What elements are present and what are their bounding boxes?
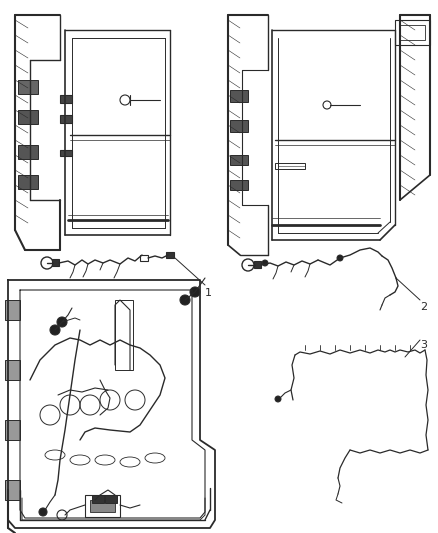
Bar: [52, 259, 59, 266]
Bar: [60, 150, 72, 156]
Bar: [105, 495, 117, 503]
Bar: [5, 420, 20, 440]
Circle shape: [262, 260, 268, 266]
Circle shape: [190, 287, 200, 297]
Bar: [90, 500, 115, 512]
Bar: [230, 180, 248, 190]
Bar: [18, 110, 38, 124]
Bar: [400, 25, 425, 40]
Bar: [230, 155, 248, 165]
Circle shape: [39, 508, 47, 516]
Bar: [60, 115, 72, 123]
Text: 2: 2: [420, 302, 427, 312]
Bar: [275, 163, 305, 169]
Bar: [395, 20, 430, 45]
Bar: [60, 95, 72, 103]
Bar: [85, 495, 120, 517]
Bar: [140, 255, 148, 261]
Circle shape: [180, 295, 190, 305]
Bar: [115, 300, 133, 370]
Bar: [18, 175, 38, 189]
Circle shape: [50, 325, 60, 335]
Circle shape: [275, 396, 281, 402]
Bar: [254, 261, 261, 268]
Bar: [230, 120, 248, 132]
Circle shape: [337, 255, 343, 261]
Text: 3: 3: [420, 340, 427, 350]
Bar: [18, 80, 38, 94]
Circle shape: [57, 317, 67, 327]
Bar: [166, 252, 174, 258]
Bar: [5, 360, 20, 380]
Bar: [230, 90, 248, 102]
Bar: [92, 495, 104, 503]
Bar: [5, 480, 20, 500]
Text: 1: 1: [205, 288, 212, 298]
Bar: [18, 145, 38, 159]
Bar: [5, 300, 20, 320]
